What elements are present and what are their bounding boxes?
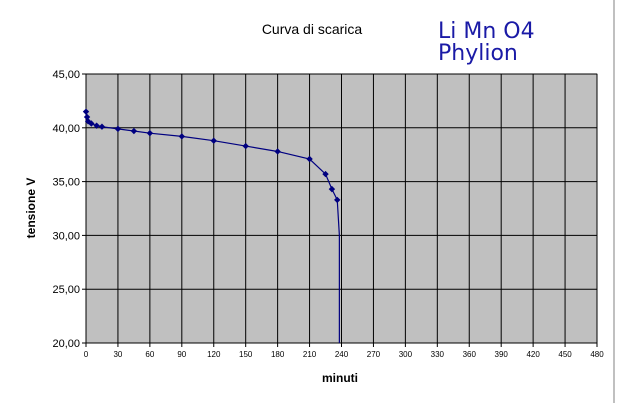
- data-point: [242, 142, 249, 150]
- data-point: [274, 148, 281, 155]
- data-point: [130, 127, 138, 135]
- x-tick-label: 30: [113, 350, 122, 359]
- x-axis-ticks: 0 30 60 90 120 150 180 210 240 270 300 330 360 390 420…: [84, 343, 604, 359]
- x-tick-label: 60: [145, 350, 154, 359]
- x-tick-label: 300: [399, 350, 413, 359]
- y-tick-label: 25,00: [52, 284, 80, 296]
- data-point: [146, 129, 154, 137]
- data-point: [210, 137, 217, 144]
- series-group: [82, 108, 341, 343]
- data-point: [83, 113, 91, 121]
- y-axis-ticks: 20,00 25,00 30,00 35,00 40,00 45,00: [52, 69, 86, 350]
- data-point: [178, 133, 186, 140]
- y-tick-label: 30,00: [52, 230, 80, 242]
- brand-line-2: Phylion: [438, 41, 518, 66]
- data-point: [82, 108, 90, 115]
- x-tick-label: 150: [239, 350, 253, 359]
- data-point: [84, 118, 92, 125]
- x-tick-label: 270: [367, 350, 381, 359]
- x-tick-label: 450: [558, 350, 572, 359]
- data-point: [334, 196, 341, 204]
- x-tick-label: 0: [84, 350, 89, 359]
- data-point: [306, 155, 313, 163]
- data-point: [114, 125, 122, 133]
- data-point: [98, 123, 106, 130]
- x-tick-label: 210: [303, 350, 317, 359]
- y-tick-label: 35,00: [52, 177, 80, 189]
- x-axis-label: minuti: [322, 371, 358, 385]
- x-tick-label: 180: [271, 350, 285, 359]
- data-point: [88, 120, 95, 127]
- data-point: [93, 122, 100, 129]
- x-tick-label: 420: [526, 350, 540, 359]
- x-tick-label: 240: [335, 350, 349, 359]
- y-tick-label: 45,00: [52, 69, 80, 81]
- x-tick-label: 90: [177, 350, 186, 359]
- x-tick-label: 480: [590, 350, 604, 359]
- data-point: [328, 185, 336, 193]
- x-tick-label: 360: [463, 350, 477, 359]
- chart-title: Curva di scarica: [262, 21, 363, 37]
- y-tick-label: 40,00: [52, 123, 80, 135]
- brand-line-1: Li Mn O4: [438, 19, 535, 44]
- x-tick-label: 330: [431, 350, 445, 359]
- y-axis-label: tensione V: [24, 178, 38, 239]
- x-tick-label: 390: [495, 350, 509, 359]
- y-tick-label: 20,00: [52, 338, 80, 350]
- data-point: [322, 170, 329, 178]
- x-tick-label: 120: [207, 350, 221, 359]
